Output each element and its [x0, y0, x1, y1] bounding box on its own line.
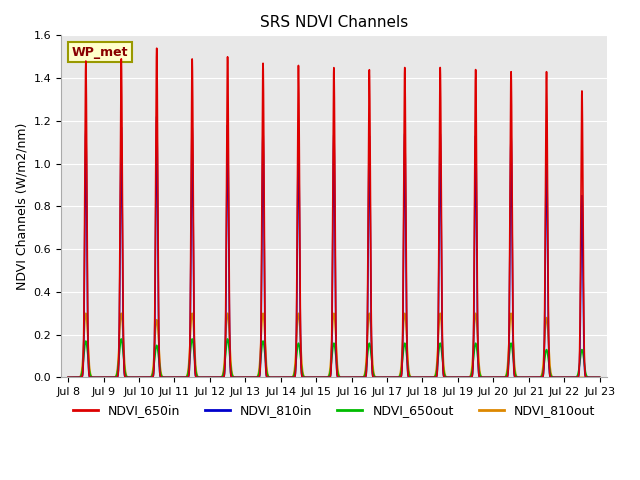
- Legend: NDVI_650in, NDVI_810in, NDVI_650out, NDVI_810out: NDVI_650in, NDVI_810in, NDVI_650out, NDV…: [68, 399, 600, 422]
- Text: WP_met: WP_met: [72, 46, 129, 59]
- Y-axis label: NDVI Channels (W/m2/nm): NDVI Channels (W/m2/nm): [15, 123, 28, 290]
- Title: SRS NDVI Channels: SRS NDVI Channels: [260, 15, 408, 30]
